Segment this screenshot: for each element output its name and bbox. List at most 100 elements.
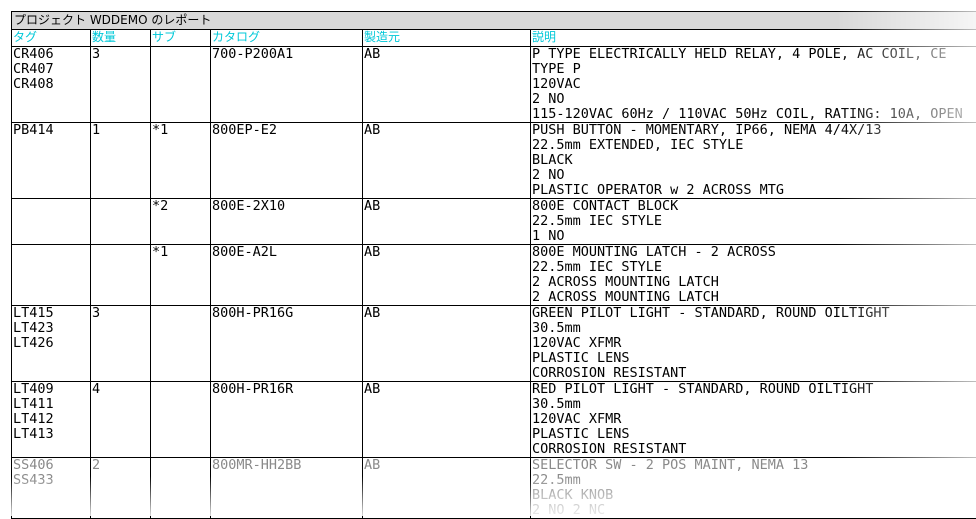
desc-line: RED PILOT LIGHT - STANDARD, ROUND OILTIG… (532, 382, 976, 397)
tag-cell (12, 199, 91, 245)
sub-text: *2 (152, 199, 209, 214)
tag-line: SS433 (13, 473, 89, 488)
desc-line: GREEN PILOT LIGHT - STANDARD, ROUND OILT… (532, 306, 976, 321)
catalog-cell: 800H-PR16G (211, 306, 363, 382)
desc-line: 115-120VAC 60Hz / 110VAC 50Hz COIL, RATI… (532, 107, 976, 122)
header-row: タグ数量サブカタログ製造元説明 (12, 30, 976, 47)
qty-text: 2 (92, 458, 149, 473)
desc-line: 120VAC (532, 77, 976, 92)
desc-line: 2 ACROSS MOUNTING LATCH (532, 290, 976, 305)
tag-line: SS406 (13, 458, 89, 473)
desc-line: PLASTIC OPERATOR w 2 ACROSS MTG (532, 183, 976, 198)
tag-line: PB414 (13, 123, 89, 138)
desc-line: CORROSION RESISTANT (532, 442, 976, 457)
qty-cell: 1 (91, 123, 151, 199)
mfr-cell: AB (363, 306, 531, 382)
desc-line: 30.5mm (532, 397, 976, 412)
qty-text: 4 (92, 382, 149, 397)
desc-line: 30.5mm (532, 321, 976, 336)
qty-text: 3 (92, 47, 149, 62)
tag-cell (12, 245, 91, 306)
desc-line: TYPE P (532, 62, 976, 77)
desc-line: P TYPE ELECTRICALLY HELD RELAY, 4 POLE, … (532, 47, 976, 62)
mfr-text: AB (364, 47, 529, 62)
catalog-cell: 800MR-HH2BB (211, 458, 363, 519)
desc-line: SELECTOR SW - 2 POS MAINT, NEMA 13 (532, 458, 976, 473)
qty-cell (91, 245, 151, 306)
desc-line: BLACK (532, 153, 976, 168)
catalog-cell: 800EP-E2 (211, 123, 363, 199)
mfr-cell: AB (363, 123, 531, 199)
column-header: 製造元 (363, 30, 531, 47)
sub-cell (151, 306, 211, 382)
sub-text: *1 (152, 123, 209, 138)
desc-cell: P TYPE ELECTRICALLY HELD RELAY, 4 POLE, … (531, 47, 976, 123)
mfr-text: AB (364, 199, 529, 214)
report-title: プロジェクト WDDEMO のレポート (11, 11, 976, 29)
desc-line: 800E MOUNTING LATCH - 2 ACROSS (532, 245, 976, 260)
mfr-text: AB (364, 306, 529, 321)
desc-line: BLACK KNOB (532, 488, 976, 503)
catalog-text: 800EP-E2 (212, 123, 361, 138)
mfr-cell: AB (363, 199, 531, 245)
catalog-text: 800E-2X10 (212, 199, 361, 214)
mfr-cell: AB (363, 382, 531, 458)
desc-cell: PUSH BUTTON - MOMENTARY, IP66, NEMA 4/4X… (531, 123, 976, 199)
column-header: タグ (12, 30, 91, 47)
qty-cell: 2 (91, 458, 151, 519)
sub-cell: *2 (151, 199, 211, 245)
desc-line: 120VAC XFMR (532, 336, 976, 351)
mfr-cell: AB (363, 458, 531, 519)
sub-cell: *1 (151, 245, 211, 306)
desc-line: 22.5mm IEC STYLE (532, 214, 976, 229)
desc-line: 22.5mm EXTENDED, IEC STYLE (532, 138, 976, 153)
qty-cell: 3 (91, 306, 151, 382)
sub-cell (151, 458, 211, 519)
catalog-text: 700-P200A1 (212, 47, 361, 62)
desc-line: 120VAC XFMR (532, 412, 976, 427)
desc-line: PUSH BUTTON - MOMENTARY, IP66, NEMA 4/4X… (532, 123, 976, 138)
qty-cell: 3 (91, 47, 151, 123)
tag-line: LT412 (13, 412, 89, 427)
column-header: サブ (151, 30, 211, 47)
mfr-text: AB (364, 123, 529, 138)
mfr-cell: AB (363, 245, 531, 306)
qty-cell: 4 (91, 382, 151, 458)
tag-line: CR407 (13, 62, 89, 77)
catalog-text: 800H-PR16G (212, 306, 361, 321)
mfr-text: AB (364, 458, 529, 473)
desc-line: PLASTIC LENS (532, 427, 976, 442)
tag-line: LT409 (13, 382, 89, 397)
desc-line: 2 ACROSS MOUNTING LATCH (532, 275, 976, 290)
sub-text: *1 (152, 245, 209, 260)
desc-line: 1 NO (532, 229, 976, 244)
tag-line: LT413 (13, 427, 89, 442)
tag-line: LT423 (13, 321, 89, 336)
report: プロジェクト WDDEMO のレポート タグ数量サブカタログ製造元説明 CR40… (11, 11, 976, 519)
qty-text: 1 (92, 123, 149, 138)
desc-line: 2 NO (532, 92, 976, 107)
catalog-text: 800MR-HH2BB (212, 458, 361, 473)
desc-line: 2 NO (532, 168, 976, 183)
catalog-cell: 800E-A2L (211, 245, 363, 306)
desc-line: CORROSION RESISTANT (532, 366, 976, 381)
catalog-cell: 700-P200A1 (211, 47, 363, 123)
catalog-text: 800E-A2L (212, 245, 361, 260)
sub-cell (151, 382, 211, 458)
qty-text: 3 (92, 306, 149, 321)
